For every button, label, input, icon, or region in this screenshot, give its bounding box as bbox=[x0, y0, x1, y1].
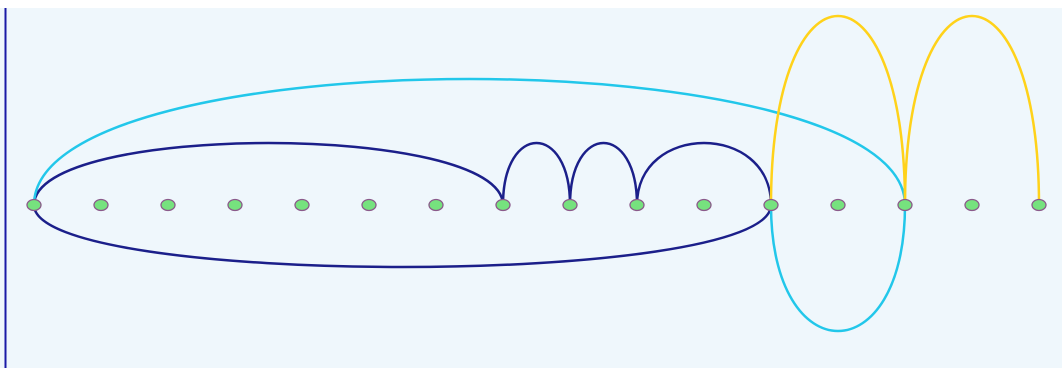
node-8 bbox=[562, 198, 578, 212]
arc-7-8-top bbox=[501, 141, 572, 207]
arc-0-13-top bbox=[32, 77, 907, 207]
arc-9-11-top bbox=[635, 141, 773, 207]
arc-0-7-top bbox=[32, 141, 505, 207]
node-4 bbox=[294, 198, 310, 212]
arc-11-13-bottom bbox=[769, 203, 907, 333]
node-10 bbox=[696, 198, 712, 212]
node-0 bbox=[26, 198, 42, 212]
node-6 bbox=[428, 198, 444, 212]
node-3 bbox=[227, 198, 243, 212]
node-1 bbox=[93, 198, 109, 212]
node-2 bbox=[160, 198, 176, 212]
node-14 bbox=[964, 198, 980, 212]
node-7 bbox=[495, 198, 511, 212]
arc-11-13-top bbox=[769, 14, 907, 207]
node-12 bbox=[830, 198, 846, 212]
nodes-layer bbox=[26, 198, 1047, 212]
arcs-layer bbox=[32, 14, 1041, 333]
node-15 bbox=[1031, 198, 1047, 212]
node-5 bbox=[361, 198, 377, 212]
node-11 bbox=[763, 198, 779, 212]
arc-8-9-top bbox=[568, 141, 639, 207]
node-9 bbox=[629, 198, 645, 212]
node-13 bbox=[897, 198, 913, 212]
arc-0-11-bottom bbox=[32, 203, 773, 269]
arc-13-15-top bbox=[903, 14, 1041, 207]
